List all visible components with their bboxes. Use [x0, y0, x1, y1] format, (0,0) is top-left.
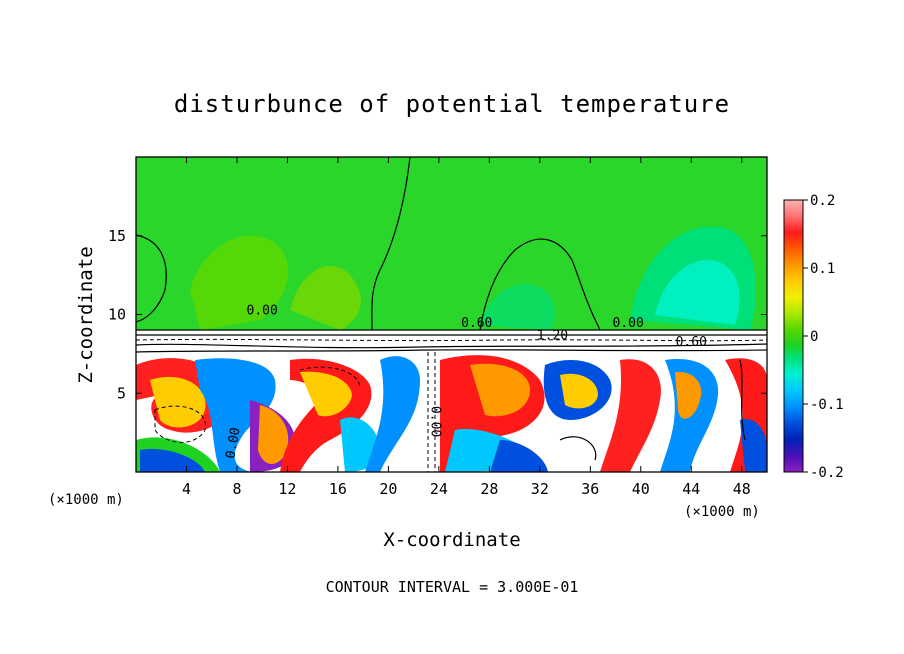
- x-tick-label: 24: [430, 480, 448, 498]
- x-tick-label: 4: [182, 480, 191, 498]
- contour-line: [136, 349, 767, 353]
- contour-line: [559, 436, 597, 461]
- contour-line: [154, 405, 206, 443]
- field-eddy: [258, 405, 289, 465]
- y-tick-label: 10: [108, 306, 126, 324]
- contour-interval-note: CONTOUR INTERVAL = 3.000E-01: [326, 578, 579, 596]
- field-patch: [290, 266, 361, 330]
- x-tick-label: 44: [682, 480, 700, 498]
- contour-line: [371, 157, 411, 331]
- x-tick-label: 8: [232, 480, 241, 498]
- contour-label: 0.00: [427, 406, 442, 437]
- field-eddy: [300, 371, 352, 417]
- field-eddy: [470, 363, 530, 417]
- contour-line: [136, 234, 167, 323]
- y-tick-label: 15: [108, 227, 126, 245]
- x-tick-label: 12: [278, 480, 296, 498]
- colorbar-tick-label: 0: [810, 329, 818, 345]
- field-eddy: [365, 356, 420, 472]
- plot-area: [136, 157, 767, 472]
- field-patch: [190, 235, 289, 330]
- colorbar-tick-label: 0.2: [810, 193, 835, 209]
- field-patch: [480, 284, 555, 330]
- colorbar-tick-label: -0.2: [810, 465, 844, 481]
- x-tick-label: 32: [531, 480, 549, 498]
- field-patch: [655, 260, 740, 325]
- x-tick-label: 28: [480, 480, 498, 498]
- x-tick-label: 40: [632, 480, 650, 498]
- x-tick-label: 48: [733, 480, 751, 498]
- contour-line: [479, 238, 601, 331]
- x-unit-right: (×1000 m): [684, 504, 760, 520]
- colorbar: [783, 199, 804, 473]
- field-eddy: [675, 371, 702, 419]
- contour-line: [299, 366, 361, 389]
- field-eddy: [560, 373, 598, 409]
- contour-label: 0.60: [461, 316, 492, 331]
- field-eddy: [195, 358, 276, 472]
- chart-title: disturbunce of potential temperature: [174, 90, 730, 118]
- contour-line: [136, 343, 767, 349]
- contour-line: [136, 338, 767, 342]
- x-unit-left: (×1000 m): [48, 492, 124, 508]
- x-tick-label: 20: [379, 480, 397, 498]
- contour-label: 0.00: [247, 304, 278, 319]
- y-axis-label: Z-coordinate: [75, 246, 97, 383]
- y-tick-label: 5: [117, 384, 126, 402]
- field-eddy: [740, 419, 767, 472]
- contour-label: 1.20: [537, 329, 568, 344]
- contour-line: [739, 359, 746, 441]
- contour-label: 0.60: [676, 335, 707, 350]
- field-eddy: [490, 440, 548, 472]
- field-eddy: [150, 376, 206, 428]
- x-axis-label: X-coordinate: [383, 529, 520, 551]
- contour-label: 0.00: [223, 426, 243, 459]
- x-tick-label: 16: [329, 480, 347, 498]
- x-tick-label: 36: [581, 480, 599, 498]
- colorbar-tick-label: 0.1: [810, 261, 835, 277]
- field-eddy: [140, 449, 205, 472]
- contour-label: 0.00: [613, 316, 644, 331]
- field-eddy: [600, 359, 661, 472]
- colorbar-tick-label: -0.1: [810, 397, 844, 413]
